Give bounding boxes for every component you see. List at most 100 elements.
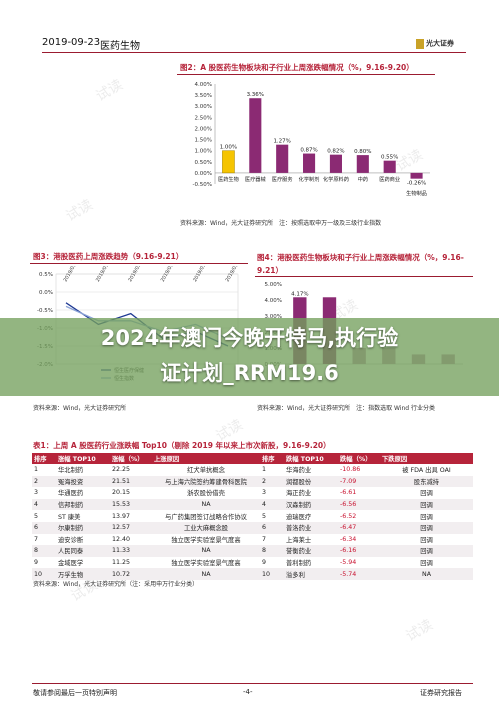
y-tick-label: -0.50% (193, 182, 212, 188)
table-cell: 华北制药 (58, 467, 84, 475)
table-cell: 华海药业 (286, 467, 312, 475)
table-cell: -6.34 (340, 535, 357, 543)
logo-mark-icon (416, 38, 424, 49)
table-cell: 尔康制药 (56, 521, 110, 534)
logo: 光大证券 (416, 33, 466, 49)
fig4-title: 图4：港股医药生物板块和子行业上周涨跌幅情况（%，9.16-9.21） (257, 253, 464, 275)
table-cell: 红犬单抗概念 (187, 467, 225, 475)
table-cell: 回调 (380, 521, 473, 534)
table-cell: 万孚生物 (56, 568, 110, 580)
bar (356, 155, 369, 173)
bar (303, 153, 316, 173)
table-cell: 6 (32, 521, 56, 534)
table-cell: -6.47 (338, 521, 380, 534)
table-cell: -7.09 (338, 475, 380, 488)
table-row: 1 华北制药 22.25 红犬单抗概念 1 华海药业 -10.86 被 FDA 出具 OAI (32, 464, 473, 476)
table-cell: 13.97 (112, 512, 131, 520)
table-row: 10 万孚生物 10.72 NA 10 溢多利 -5.74 NA (32, 568, 473, 580)
table-cell: 5 (262, 512, 267, 520)
footer-rule (32, 683, 473, 684)
data-label: 0.82% (327, 149, 344, 155)
fig2-title: 图2：A 股医药生物板块和子行业上周涨跌幅情况（%，9.16-9.20） (180, 63, 414, 72)
header-date: 2019-09-23 (42, 37, 101, 48)
table1-header-row: 排序 涨幅 TOP10 涨幅（%） 上涨原因 排序 跌幅 TOP10 跌幅（%）… (32, 453, 473, 464)
table-cell: NA (152, 498, 260, 511)
table-cell: 上海莱士 (286, 536, 312, 544)
data-label: 0.80% (354, 149, 371, 155)
table-cell: 8 (260, 545, 284, 557)
table-cell: 回调 (380, 498, 473, 511)
col-header: 排序 (32, 453, 56, 464)
table-cell: 2 (32, 475, 56, 488)
table-cell: 普洛药业 (284, 521, 338, 534)
table-cell: -6.61 (340, 489, 357, 497)
footer-left: 敬请参阅最后一页特别声明 (33, 689, 117, 697)
x-tick-label: 中药 (358, 175, 368, 183)
fig4-title-rule (255, 276, 473, 277)
table-cell: -5.74 (338, 568, 380, 580)
table-cell: 10.72 (110, 568, 152, 580)
table-row: 6 尔康制药 12.57 工业大麻概念股 6 普洛药业 -6.47 回调 (32, 521, 473, 534)
table-cell: 回调 (380, 545, 473, 557)
table-cell: 20.15 (112, 489, 131, 497)
table-cell: 独立医学实验室景气度高 (171, 536, 241, 544)
table-cell: 7 (34, 535, 39, 543)
table-cell: 8 (32, 545, 56, 557)
table-cell: 4 (260, 498, 284, 511)
table-cell: 迪瑞医疗 (286, 513, 312, 521)
x-tick-label: 生物制品 (406, 189, 427, 197)
table-cell: 12.40 (112, 535, 131, 543)
x-tick-label: 医疗服务 (272, 175, 293, 183)
x-tick-label: 化学制剂 (299, 175, 320, 183)
col-header: 涨幅 TOP10 (56, 453, 110, 464)
table-cell: 浙农股份借壳 (187, 490, 225, 498)
table-cell: 4 (32, 498, 56, 511)
table-cell: 独立医学实验室景气度高 (171, 560, 241, 568)
bar (329, 154, 342, 173)
col-header: 跌幅 TOP10 (284, 453, 338, 464)
table-cell: 誉衡药业 (284, 545, 338, 557)
table-cell: 15.53 (110, 498, 152, 511)
table-row: 5 ST 康美 13.97 与广药集团签订战略合作协议 5 迪瑞医疗 -6.52 回调 (32, 510, 473, 522)
bar (410, 172, 423, 179)
table-cell: NA (152, 545, 260, 557)
table-cell: 海正药业 (286, 490, 312, 498)
table-cell: 与广药集团签订战略合作协议 (165, 513, 247, 521)
table-cell: -6.52 (340, 512, 357, 520)
bar (222, 150, 235, 174)
table-cell: 12.57 (110, 521, 152, 534)
footer-right: 证券研究报告 (420, 689, 462, 697)
bar (276, 144, 289, 173)
data-label: 0.55% (381, 155, 398, 161)
data-label: -0.26% (407, 181, 426, 187)
fig2-source: 资料来源：Wind，光大证券研究所 注：按照选取申万一级及三级行业指数 (180, 220, 382, 227)
y-tick-label: 0.0% (39, 290, 53, 296)
y-tick-label: 2.00% (195, 126, 212, 132)
bar (249, 98, 262, 173)
table-cell: 6 (260, 521, 284, 534)
fig3-title: 图3：港股医药上周涨跌趋势（9.16-9.21） (33, 252, 184, 261)
table-cell: 22.25 (112, 466, 131, 474)
footer-center: -4- (243, 688, 253, 696)
table-cell: 润都股份 (284, 475, 338, 488)
table-cell: 10 (260, 568, 284, 580)
table-cell: 回调 (420, 536, 433, 544)
table-cell: 回调 (420, 490, 433, 498)
fig4-source: 资料来源：Wind，光大证券研究所 注：指数选取 Wind 行业分类 (257, 405, 435, 412)
watermark: 试读 (403, 616, 436, 645)
y-tick-label: 1.50% (195, 138, 212, 144)
table-row: 8 人民同泰 11.33 NA 8 誉衡药业 -6.16 回调 (32, 545, 473, 557)
fig3-source: 资料来源：Wind，光大证券研究所 (33, 405, 127, 412)
table-cell: 汉森制药 (284, 498, 338, 511)
col-header: 涨幅（%） (110, 453, 152, 464)
watermark: 试读 (93, 76, 126, 105)
overlay-line-1: 2024年澳门今晚开特马,执行验 (100, 326, 399, 350)
table-cell: -10.86 (340, 466, 361, 474)
y-tick-label: 3.00% (265, 314, 282, 320)
data-label: 1.27% (273, 139, 290, 145)
table-cell: 9 (262, 559, 267, 567)
table-cell: 信邦制药 (56, 498, 110, 511)
y-tick-label: 3.50% (195, 93, 212, 99)
logo-text: 光大证券 (426, 39, 454, 48)
table1-source: 资料来源：Wind，光大证券研究所（注：采用申万行业分类） (33, 581, 199, 588)
